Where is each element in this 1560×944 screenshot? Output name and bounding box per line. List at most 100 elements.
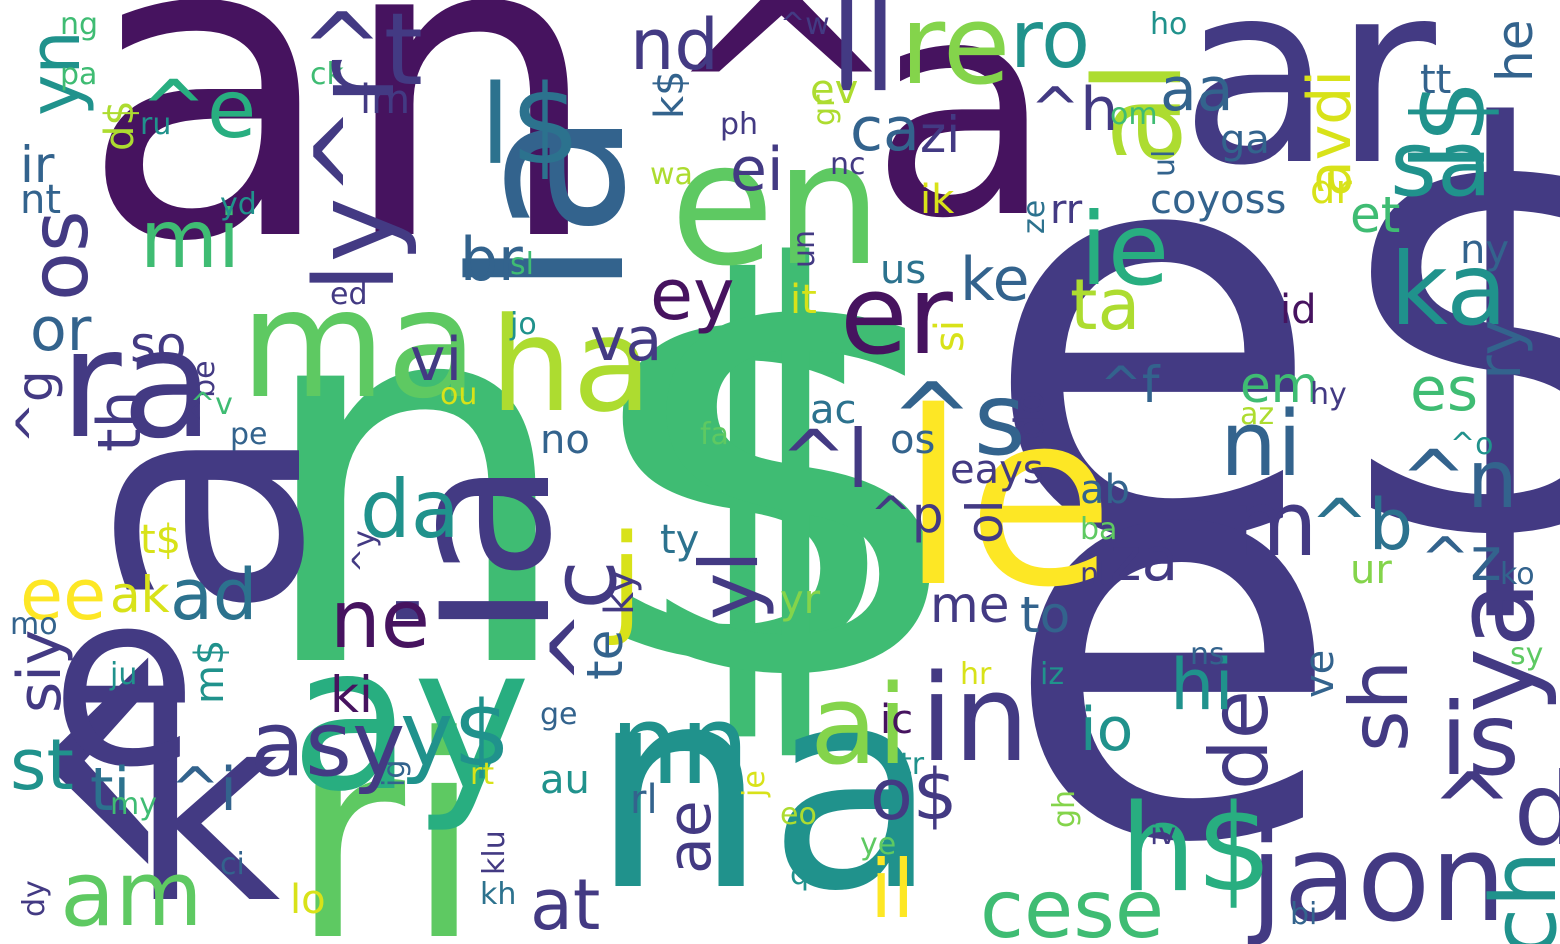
word-il-43: il xyxy=(870,843,915,936)
word-jaon-37: jaon xyxy=(1250,810,1507,944)
word-dollar-4: $ xyxy=(620,154,977,806)
word-klu-160: klu xyxy=(477,830,512,875)
word-te-147: te xyxy=(576,629,634,680)
word-caret-b-62: ^b xyxy=(1310,484,1414,566)
word-re-25: re xyxy=(900,0,1011,109)
word-nd-27: nd xyxy=(630,4,719,86)
word-caret-g-82: ^g xyxy=(6,370,64,444)
word-rr-116: rr xyxy=(1050,187,1083,233)
word-e-20: e xyxy=(50,540,198,820)
word-iz-170: iz xyxy=(1040,657,1065,692)
word-ldollar-21: l$ xyxy=(480,61,581,189)
word-ko-105: ko xyxy=(1500,557,1535,592)
word-edollar-2: e$ xyxy=(980,14,1560,666)
word-hdollar-38: h$ xyxy=(1120,780,1273,919)
word-nc-185: nc xyxy=(830,147,866,182)
word-ir-77: ir xyxy=(20,136,55,194)
word-m-61: m xyxy=(1230,472,1318,577)
word-gh-171: gh xyxy=(1047,789,1082,828)
word-ic-168: ic xyxy=(880,697,914,743)
word-caret-w-121: ^w xyxy=(780,7,830,42)
word-ti-46: ti xyxy=(90,755,131,825)
word-ca-89: ca xyxy=(850,95,920,165)
word-at-44: at xyxy=(530,864,601,944)
word-pe-143: pe xyxy=(230,417,268,452)
word-yd-129: yd xyxy=(220,187,257,222)
word-tdollar-144: t$ xyxy=(140,517,182,563)
word-vi-85: vi xyxy=(410,325,463,395)
word-au-162: au xyxy=(540,757,590,803)
word-hy-181: hy xyxy=(1310,377,1347,412)
word-ma-17: ma xyxy=(240,258,479,432)
word-it-133: it xyxy=(790,277,817,323)
word-sh-54: sh xyxy=(1333,659,1426,752)
word-caret-e-22: ^e xyxy=(140,63,257,156)
word-mo-148: mo xyxy=(10,607,58,642)
word-dy-157: dy xyxy=(17,880,52,917)
word-ne-70: ne xyxy=(330,573,430,666)
word-me-59: me xyxy=(930,576,1010,634)
word-gr-184: gr xyxy=(807,94,842,126)
word-caret-z-104: ^z xyxy=(1420,525,1502,595)
word-caret-s-65: ^s xyxy=(890,361,1026,478)
word-my-155: my xyxy=(110,787,157,822)
word-caret-i-154: ^i xyxy=(170,755,237,825)
word-ni-64: ni xyxy=(1220,392,1303,497)
word-ydollar-50: y$ xyxy=(400,682,511,787)
word-je-163: je xyxy=(737,770,772,797)
word-ig-153: ig xyxy=(377,759,412,787)
word-va-84: va xyxy=(590,305,663,375)
word-st-47: st xyxy=(10,724,74,806)
word-un-189: un xyxy=(787,229,822,268)
word-ro-26: ro xyxy=(1010,0,1091,86)
word-fa-139: fa xyxy=(700,417,729,452)
word-ge-152: ge xyxy=(540,697,578,732)
word-ee-74: ee xyxy=(20,554,107,636)
word-ae-52: ae xyxy=(655,800,725,874)
word-sa-30: sa xyxy=(1390,112,1493,217)
word-os-79: os xyxy=(13,210,106,301)
word-ik-115: ik xyxy=(920,177,955,223)
word-sy-106: sy xyxy=(1510,637,1544,672)
word-nn-36: nn xyxy=(610,681,750,809)
word-ch-41: ch xyxy=(1472,850,1560,944)
word-he-111: he xyxy=(1486,19,1544,82)
word-ky-146: ky xyxy=(597,569,643,615)
word-pa-124: pa xyxy=(60,57,98,92)
word-do-135: do xyxy=(1007,390,1053,440)
word-th-81: th xyxy=(85,390,155,452)
word-k-8: k xyxy=(130,659,281,944)
word-caret-n-63: ^n xyxy=(1400,433,1518,526)
word-is-39: is xyxy=(1440,681,1520,798)
word-ed-130: ed xyxy=(330,277,368,312)
word-da-72: da xyxy=(360,463,460,556)
word-eays-101: eays xyxy=(950,447,1044,493)
word-ur-177: ur xyxy=(1350,547,1392,593)
word-ze-190: ze xyxy=(1017,199,1052,234)
word-caret-t-23: ^t xyxy=(300,0,423,108)
word-ddollar-126: d$ xyxy=(97,100,143,151)
word-ra-19: ra xyxy=(60,298,214,472)
word-ke-94: ke xyxy=(960,245,1030,315)
word-qu-166: qu xyxy=(790,857,829,892)
word-ak-75: ak xyxy=(110,566,170,624)
word-ph-188: ph xyxy=(720,107,759,142)
word-na-5: na xyxy=(590,627,940,944)
word-caret-v-142: ^v xyxy=(190,387,233,422)
word-ey-86: ey xyxy=(650,254,735,336)
word-caret-l-66: ^l xyxy=(780,413,870,506)
word-et-108: et xyxy=(1350,186,1401,244)
word-ga-113: ga xyxy=(1220,117,1270,163)
word-iv-173: iv xyxy=(1150,817,1177,852)
word-ri-6: ri xyxy=(290,677,483,944)
word-us-95: us xyxy=(880,247,927,293)
word-ul-118: ul xyxy=(1147,149,1182,177)
word-a-10: a xyxy=(870,0,1054,284)
word-yr-191: yr xyxy=(780,577,821,623)
word-wa-186: wa xyxy=(650,157,693,192)
word-lo-158: lo xyxy=(290,877,326,923)
word-lycaret-r-192: ly^r xyxy=(291,59,419,293)
word-or-80: or xyxy=(30,295,92,365)
word-ho-120: ho xyxy=(1150,7,1188,42)
